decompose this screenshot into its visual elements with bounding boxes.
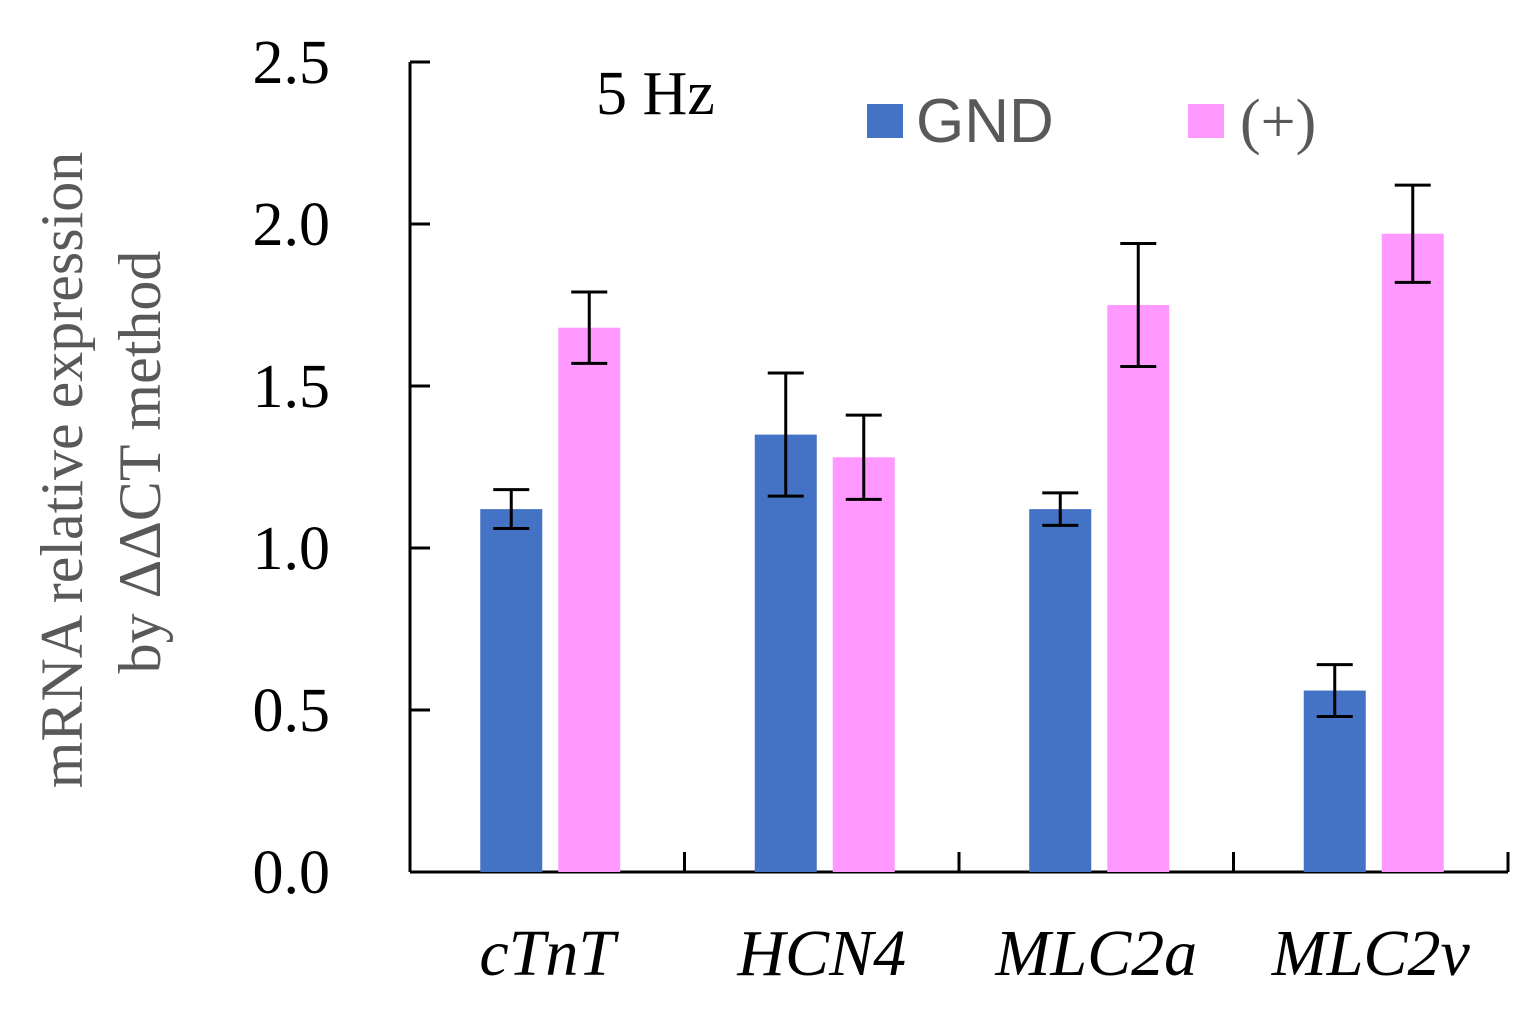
x-ticks	[683, 852, 1510, 872]
error-bars	[493, 183, 1431, 718]
bar-	[1381, 233, 1444, 873]
y-tick-label: 2.5	[253, 29, 331, 97]
legend-label-plus: (+)	[1240, 88, 1316, 156]
y-tick-label: 0.0	[253, 839, 331, 907]
legend: GND (+)	[867, 87, 1316, 156]
y-axis-title-line1: mRNA relative expression	[29, 152, 95, 789]
bar-	[558, 327, 621, 872]
category-label: cTnT	[479, 917, 619, 990]
bar-gnd	[480, 509, 543, 872]
category-label: HCN4	[736, 917, 906, 990]
y-tick-label: 1.0	[253, 515, 331, 583]
bar-gnd	[754, 434, 817, 872]
bar-	[832, 457, 895, 872]
legend-swatch-gnd	[867, 104, 903, 138]
y-ticks: 0.0 0.5 1.0 1.5 2.0 2.5	[253, 29, 430, 907]
y-axis-title: mRNA relative expression by ΔΔCT method	[29, 152, 173, 789]
legend-swatch-plus	[1188, 104, 1224, 138]
legend-label-gnd: GND	[916, 87, 1054, 156]
bars	[480, 233, 1444, 873]
category-label: MLC2a	[994, 917, 1197, 990]
y-tick-label: 0.5	[253, 677, 331, 745]
bar-	[1107, 305, 1170, 872]
y-axis-title-line2: by ΔΔCT method	[107, 251, 173, 674]
category-labels: cTnT HCN4 MLC2a MLC2v	[479, 917, 1470, 990]
frequency-annotation: 5 Hz	[596, 60, 715, 128]
bar-gnd	[1029, 509, 1092, 872]
y-tick-label: 2.0	[253, 191, 331, 259]
category-label: MLC2v	[1271, 917, 1471, 990]
bar-gnd	[1303, 690, 1366, 872]
y-tick-label: 1.5	[253, 353, 331, 421]
